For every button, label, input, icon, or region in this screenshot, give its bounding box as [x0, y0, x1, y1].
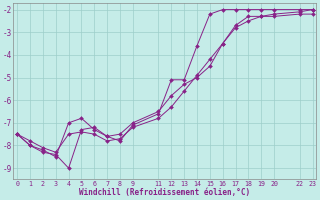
X-axis label: Windchill (Refroidissement éolien,°C): Windchill (Refroidissement éolien,°C) — [79, 188, 251, 197]
